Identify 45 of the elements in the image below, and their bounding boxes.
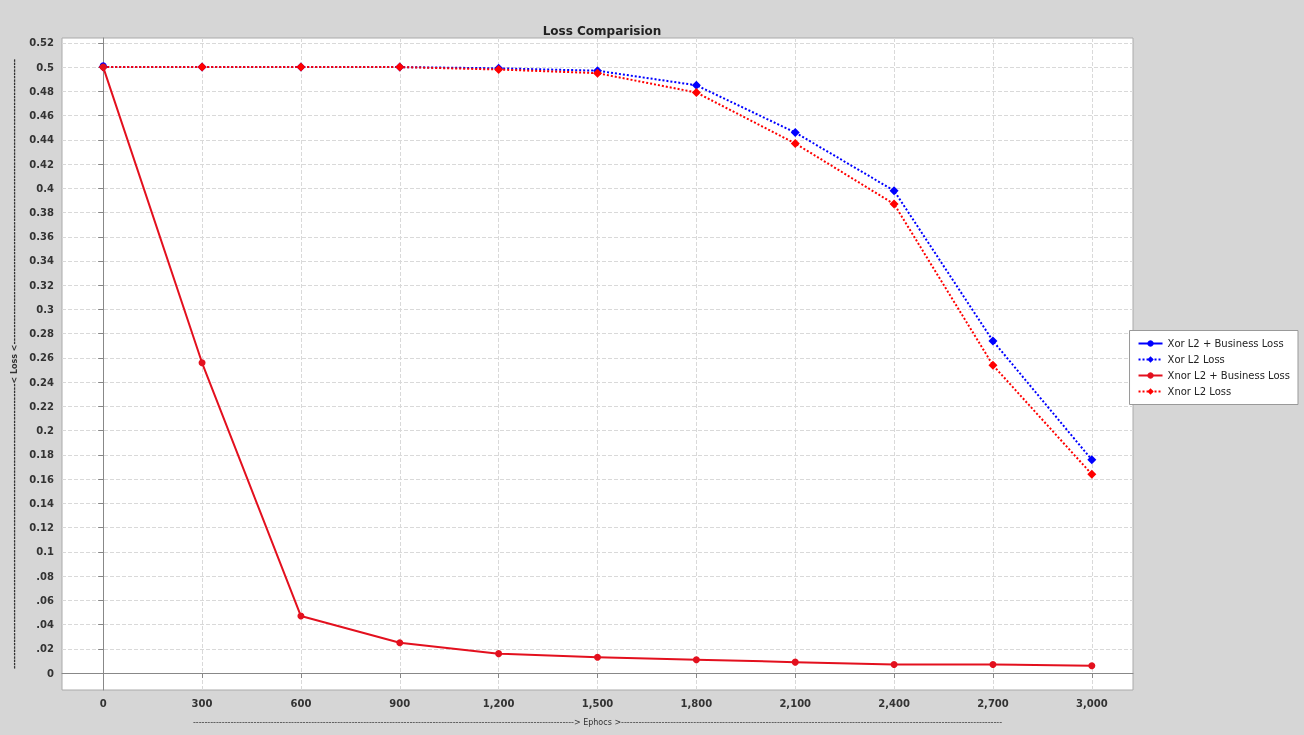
y-tick-label: 0.16 [29,473,55,485]
y-tick-label: .06 [36,594,55,606]
x-tick-label: 2,700 [977,697,1009,709]
legend-label: Xnor L2 Loss [1167,386,1232,397]
y-tick-label: 0.14 [29,497,55,509]
y-tick-label: 0.28 [29,328,55,340]
x-tick-label: 1,800 [680,697,713,709]
y-tick-label: .08 [36,570,55,582]
x-tick-label: 300 [191,697,213,709]
x-axis-title: ------------------------------------------------------------------------------------------------------------------------------------> Ephocs >------------------------------------------------------------------------------------------------------------------------------------ [192,717,1003,727]
x-tick-label: 1,200 [482,697,515,709]
y-tick-label: 0.46 [29,110,55,122]
y-tick-label: 0.22 [29,400,55,412]
y-tick-label: 0.4 [36,182,55,194]
y-tick-label: 0.5 [36,61,55,73]
legend-label: Xor L2 Loss [1167,354,1225,365]
y-tick-label: .04 [36,619,55,631]
y-tick-label: 0.52 [29,37,55,49]
y-tick-label: 0.38 [29,207,55,219]
y-tick-label: 0.32 [29,279,55,291]
y-tick-label: 0.24 [29,376,55,388]
y-tick-label: 0.3 [36,303,55,315]
x-tick-label: 900 [389,697,411,709]
chart-title: Loss Comparision [542,24,662,38]
legend-label: Xor L2 + Business Loss [1167,338,1284,349]
y-tick-label: 0.48 [29,85,55,97]
y-tick-label: 0.34 [29,255,55,267]
legend-label: Xnor L2 + Business Loss [1167,370,1291,381]
y-tick-label: 0 [47,667,55,679]
x-tick-label: 2,400 [878,697,910,709]
x-tick-label: 3,000 [1075,697,1108,709]
y-tick-label: .02 [36,643,55,655]
y-tick-label: 0.2 [36,425,55,437]
y-tick-label: 0.36 [29,231,55,243]
x-tick-label: 1,500 [581,697,614,709]
y-tick-label: 0.1 [36,546,55,558]
y-tick-label: 0.18 [29,449,55,461]
x-tick-label: 0 [99,697,107,709]
y-tick-label: 0.42 [29,158,55,170]
y-tick-label: 0.44 [29,134,55,146]
x-tick-label: 2,100 [779,697,812,709]
y-tick-label: 0.12 [29,522,55,534]
x-tick-label: 600 [290,697,312,709]
y-tick-label: 0.26 [29,352,55,364]
y-axis-title: --------------------------------------------------------------------------------------< Loss <-------------------------------------------------------------------------------------- [9,58,19,670]
